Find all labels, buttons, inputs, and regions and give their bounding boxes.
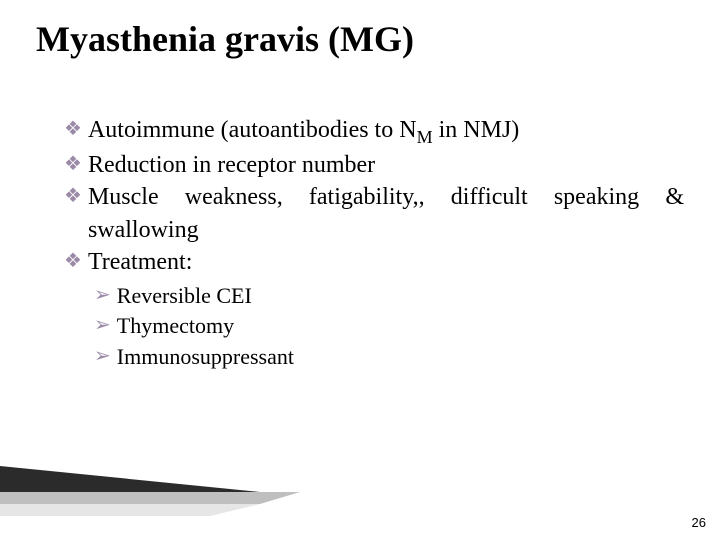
diamond-icon: ❖	[64, 181, 82, 211]
diamond-icon: ❖	[64, 149, 82, 179]
bullet-item: ❖ Reduction in receptor number	[64, 149, 684, 181]
sub-bullet-item: ➢ Immunosuppressant	[94, 342, 684, 373]
slide-title: Myasthenia gravis (MG)	[36, 18, 684, 60]
diamond-icon: ❖	[64, 114, 82, 144]
diamond-icon: ❖	[64, 246, 82, 276]
bullet-item: ❖ Muscle weakness, fatigability,, diffic…	[64, 181, 684, 246]
bullet-text: Reduction in receptor number	[88, 149, 684, 181]
sub-bullet-text: Reversible CEI	[117, 281, 252, 312]
bullet-text-post: in NMJ)	[433, 117, 520, 143]
bullet-item: ❖ Autoimmune (autoantibodies to NM in NM…	[64, 114, 684, 149]
arrow-icon: ➢	[94, 311, 111, 340]
sub-bullet-text: Immunosuppressant	[117, 342, 294, 373]
bullet-text: Muscle weakness, fatigability,, difficul…	[88, 181, 684, 246]
bullet-text: Treatment:	[88, 246, 684, 278]
sub-bullet-item: ➢ Thymectomy	[94, 311, 684, 342]
footer-decoration	[0, 466, 300, 516]
bullet-text-pre: Autoimmune (autoantibodies to N	[88, 117, 417, 143]
arrow-icon: ➢	[94, 281, 111, 310]
arrow-icon: ➢	[94, 342, 111, 371]
bullet-item: ❖ Treatment:	[64, 246, 684, 278]
slide: Myasthenia gravis (MG) ❖ Autoimmune (aut…	[0, 0, 720, 540]
slide-content: ❖ Autoimmune (autoantibodies to NM in NM…	[36, 114, 684, 373]
bullet-text-sub: M	[417, 127, 433, 147]
sub-bullet-item: ➢ Reversible CEI	[94, 281, 684, 312]
sub-bullet-text: Thymectomy	[117, 311, 234, 342]
treatment-sublist: ➢ Reversible CEI ➢ Thymectomy ➢ Immunosu…	[64, 281, 684, 373]
bullet-text: Autoimmune (autoantibodies to NM in NMJ)	[88, 114, 684, 149]
page-number: 26	[692, 515, 706, 530]
